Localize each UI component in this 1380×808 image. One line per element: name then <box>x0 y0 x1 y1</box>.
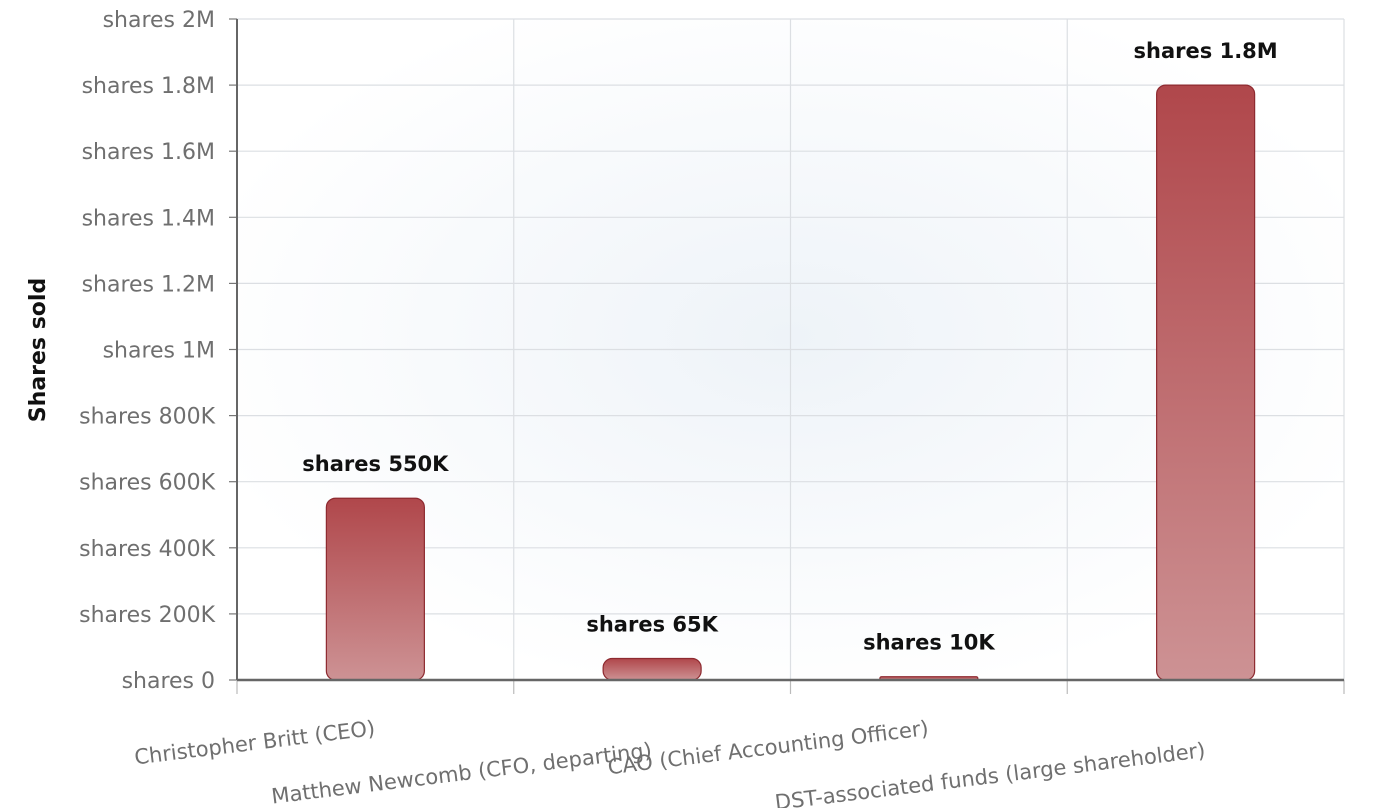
y-tick-label: shares 1.4M <box>82 206 215 231</box>
y-axis-label: Shares sold <box>26 278 51 422</box>
y-tick-label: shares 1.6M <box>82 140 215 165</box>
y-tick-label: shares 1.8M <box>82 74 215 99</box>
y-tick-label: shares 600K <box>79 471 215 496</box>
bar <box>1156 84 1256 681</box>
x-tick-label: Matthew Newcomb (CFO, departing) <box>270 738 653 808</box>
y-tick-label: shares 200K <box>79 603 215 628</box>
gridlines <box>237 18 1345 680</box>
y-tick-label: shares 400K <box>79 537 215 562</box>
data-labels: shares 550K shares 65K shares 10K shares 1.… <box>302 39 1277 655</box>
axes <box>229 18 1345 694</box>
x-tick-label: Christopher Britt (CEO) <box>133 716 376 769</box>
data-label: shares 10K <box>863 631 995 655</box>
data-label: shares 1.8M <box>1134 39 1278 63</box>
y-tick-label: shares 0 <box>122 669 215 694</box>
y-tick-label: shares 800K <box>79 405 215 430</box>
y-tick-label: shares 1M <box>103 339 215 364</box>
bar <box>325 497 425 681</box>
y-tick-label: shares 2M <box>103 8 215 33</box>
y-tick-label: shares 1.2M <box>82 272 215 297</box>
bar <box>602 657 702 681</box>
x-tick-label: CAO (Chief Accounting Officer) <box>606 716 929 779</box>
data-label: shares 550K <box>302 452 449 476</box>
data-label: shares 65K <box>586 613 718 637</box>
